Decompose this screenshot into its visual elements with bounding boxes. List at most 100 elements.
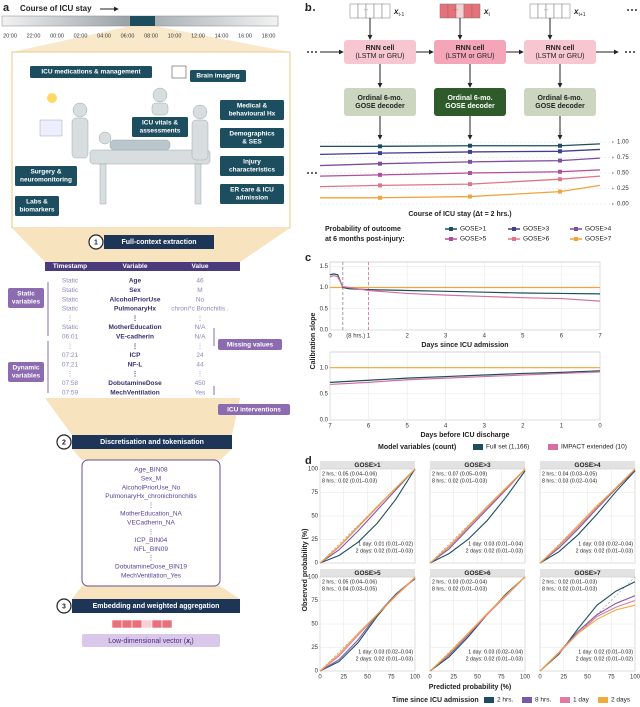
token: NFL_BIN09 [134,546,168,553]
dot [629,51,631,53]
step-number: 1 [94,239,98,246]
timeline-title: Course of ICU stay [20,4,92,13]
facet-title: GOSE>1 [354,462,381,469]
x-tick-label: 75 [498,675,505,681]
table-cell: 07:21 [62,361,79,368]
rnn-label: (LSTM or GRU) [446,53,495,60]
rnn-label: (LSTM or GRU) [356,53,405,60]
table-cell: 07:21 [62,352,79,359]
time-label: 14:00 [215,33,229,39]
point [378,151,382,156]
annotation: 8 hrs.: 0.02 (0.01–0.03) [322,478,377,484]
category-label: assessments [140,128,181,135]
vector-cell [141,619,153,629]
table-cell: ⋮ [132,342,139,350]
legend-title: at 6 months post-injury: [325,236,405,243]
table-cell: PulmonaryHx [114,306,156,313]
category-label: Surgery & [30,169,61,176]
text-part: t-1 [398,12,404,18]
y-tick-label: 0.25 [617,186,629,192]
time-label: 02:00 [74,33,88,39]
group-label-box [8,362,44,382]
legend-label: 2 days [611,697,631,704]
y-tick-label: 0.75 [617,155,629,161]
point [378,144,382,149]
legend-label: 2 hrs. [497,697,513,704]
category-box [15,166,77,186]
y-tick-label: 0.5 [320,306,329,312]
table-cell: Age [129,278,142,285]
category-label: neuromonitoring [20,177,72,184]
input-label: xt [483,7,490,18]
category-label: behavioural Hx [229,111,276,118]
point [468,159,472,164]
decoder-label: GOSE decoder [535,103,585,110]
x-tick-label: 0 [318,675,322,681]
table-cell: ⋮ [67,343,74,350]
time-label: 20:00 [3,33,17,39]
decoder-box [524,88,596,116]
annotation: 8 hrs.: 0.02 (0.01–0.03) [432,586,487,592]
table-cell: ICP [130,352,142,359]
text-part: t [190,641,192,647]
legend-swatch [473,444,483,450]
y-tick-label: 0 [315,669,319,675]
legend-label: 1 day [573,697,590,704]
vector-cell [151,619,163,629]
callout-box [218,404,290,415]
time-label: 00:00 [50,33,64,39]
input-cell [381,3,391,19]
category-label: biomarkers [19,207,54,214]
token: VECadherin_NA [127,520,175,527]
category-label: ICU vitals & [142,120,178,127]
text-part: ) [191,638,193,645]
table-cell: VE-cadherin [116,334,154,341]
annotation: 8 hrs.: 0.02 (0.01–0.03) [542,586,597,592]
dot [309,9,311,11]
vector-label: Low-dimensional vector (xt) [108,638,193,647]
point [468,171,472,175]
rnn-label: RNN cell [456,45,485,52]
input-token: ··· [364,7,369,13]
text-part: x [185,638,191,645]
input-token: ··· [544,7,549,13]
category-box [15,196,59,216]
panel-label: d [305,455,312,467]
callout: ICU interventions [227,407,281,414]
callout: Missing values [227,342,274,349]
input-cell [349,3,359,19]
y-tick-label: 1.0 [320,365,329,371]
calibration-curve [319,468,416,564]
time-label: 16:00 [238,33,252,39]
x-tick-label: 100 [410,675,421,681]
facet-title: GOSE>3 [464,462,491,469]
annotation: 2 hrs.: 0.05 (0.04–0.06) [322,579,377,585]
legend-label: GOSE>3 [523,226,550,233]
x-axis-label: Days since ICU admission [421,342,508,349]
table-header-cell: Value [192,263,209,270]
y-tick-label: 1.00 [617,140,629,146]
x-axis-label: Course of ICU stay (Δt = 2 hrs.) [408,211,511,218]
token-box [81,459,221,587]
funnel [72,586,240,599]
decoder-label: Ordinal 6-mo. [357,95,402,102]
token: ICP_BIN04 [135,537,168,544]
dot [631,9,633,11]
x-tick-label: 100 [630,675,640,681]
legend-title: Probability of outcome [325,226,401,233]
point [378,183,382,188]
rnn-box [434,40,506,64]
rnn-box [524,40,596,64]
legend-swatch [449,237,453,241]
annotation: 1 day: 0.03 (0.02–0.04) [468,649,523,655]
y-tick-label: 100 [308,467,319,473]
table-cell: 46 [196,278,204,285]
x-tick-label: 25 [340,675,347,681]
y-tick-label: 50 [311,622,318,628]
legend-title: Model variables (count) [378,444,456,451]
y-axis-label: Observed probability (%) [302,529,309,612]
table-cell: chroni*c Bronchitis . [171,306,229,313]
input-cell [439,3,449,19]
input-cell [553,3,563,19]
y-tick-label: 100 [308,575,319,581]
